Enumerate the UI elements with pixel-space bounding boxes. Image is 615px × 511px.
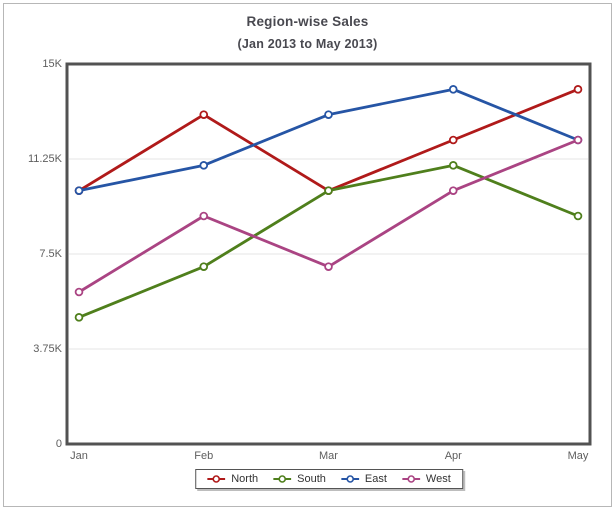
plot-border — [65, 62, 592, 446]
data-point-south-jan[interactable] — [74, 313, 84, 322]
chart-title: Region-wise Sales — [246, 14, 369, 29]
x-tick-label-feb: Feb — [194, 450, 214, 462]
y-tick-label: 15K — [42, 58, 62, 70]
legend-item-east[interactable]: East — [340, 473, 387, 485]
data-point-north-may[interactable] — [573, 85, 583, 94]
legend-marker-icon — [273, 475, 292, 483]
y-tick-label: 0 — [55, 438, 62, 450]
legend-marker-icon — [207, 475, 226, 483]
legend-item-west[interactable]: West — [401, 473, 451, 485]
data-point-south-may[interactable] — [573, 211, 583, 221]
data-point-north-feb[interactable] — [199, 110, 209, 119]
data-point-east-feb[interactable] — [199, 161, 209, 170]
legend-label: East — [364, 473, 387, 485]
data-point-west-feb[interactable] — [199, 211, 209, 221]
legend-item-south[interactable]: South — [273, 473, 326, 485]
legend: North South East West — [195, 469, 463, 489]
series-line-east — [77, 87, 580, 193]
x-tick-label-may: May — [567, 450, 589, 462]
legend-marker-icon — [340, 475, 359, 483]
x-tick-label-mar: Mar — [319, 450, 338, 462]
y-tick-label: 3.75K — [33, 343, 62, 355]
data-point-south-feb[interactable] — [199, 262, 209, 271]
chart-subtitle: (Jan 2013 to May 2013) — [237, 37, 378, 51]
data-point-west-apr[interactable] — [448, 186, 458, 195]
data-point-south-apr[interactable] — [448, 161, 458, 170]
x-tick-label-apr: Apr — [444, 450, 462, 462]
y-tick-label: 7.5K — [39, 248, 62, 260]
data-point-west-may[interactable] — [573, 135, 583, 145]
x-tick-label-jan: Jan — [70, 450, 88, 462]
data-point-west-jan[interactable] — [74, 287, 84, 297]
data-point-east-jan[interactable] — [74, 186, 84, 195]
data-point-west-mar[interactable] — [324, 262, 333, 271]
legend-label: North — [231, 473, 259, 485]
data-point-north-apr[interactable] — [448, 135, 458, 145]
y-tick-label: 11.25K — [27, 153, 62, 165]
legend-label: West — [425, 473, 451, 485]
legend-label: South — [297, 473, 326, 485]
data-point-east-apr[interactable] — [448, 85, 458, 94]
legend-marker-icon — [401, 475, 420, 483]
legend-item-north[interactable]: North — [207, 473, 258, 485]
data-point-east-mar[interactable] — [324, 110, 333, 119]
data-point-south-mar[interactable] — [324, 186, 333, 195]
